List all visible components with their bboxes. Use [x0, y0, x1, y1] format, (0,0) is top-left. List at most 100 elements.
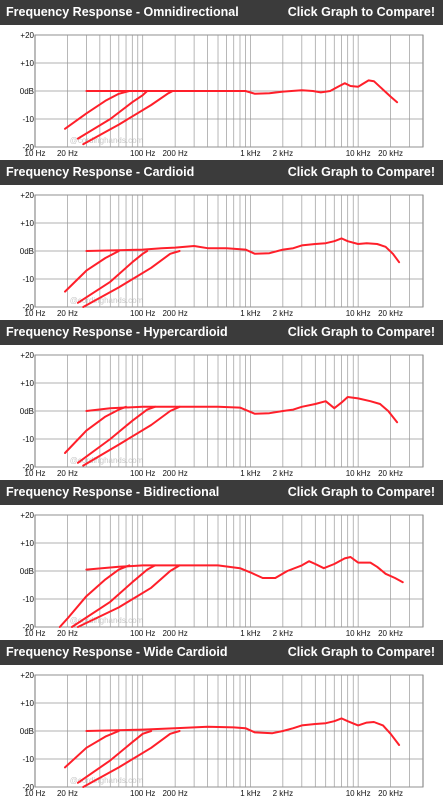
chart-header[interactable]: Frequency Response - Cardioid Click Graph… — [0, 160, 443, 185]
compare-link[interactable]: Click Graph to Compare! — [287, 645, 435, 659]
proximity-curve — [64, 730, 120, 769]
y-tick-label: +20 — [20, 511, 34, 520]
chart-panel[interactable]: Frequency Response - Cardioid Click Graph… — [0, 160, 443, 320]
y-tick-label: +10 — [20, 379, 34, 388]
proximity-curve — [82, 730, 181, 788]
x-tick-label: 2 kHz — [273, 149, 293, 158]
x-tick-label: 100 Hz — [130, 469, 155, 478]
x-tick-label: 10 Hz — [25, 309, 46, 318]
proximity-curve — [70, 564, 156, 628]
proximity-curve — [64, 405, 127, 454]
x-tick-label: 20 Hz — [57, 789, 78, 798]
x-tick-label: 10 kHz — [346, 309, 371, 318]
compare-link[interactable]: Click Graph to Compare! — [287, 165, 435, 179]
y-tick-label: -20 — [22, 303, 34, 312]
x-tick-label: 20 kHz — [378, 789, 403, 798]
proximity-curve — [82, 250, 181, 308]
y-tick-label: -20 — [22, 143, 34, 152]
x-tick-label: 100 Hz — [130, 149, 155, 158]
x-tick-label: 200 Hz — [162, 789, 187, 798]
proximity-curve — [76, 564, 181, 628]
y-tick-label: 0dB — [20, 87, 34, 96]
x-tick-label: 100 Hz — [130, 629, 155, 638]
y-tick-label: -10 — [22, 595, 34, 604]
x-tick-label: 1 kHz — [240, 629, 260, 638]
y-tick-label: -20 — [22, 463, 34, 472]
x-tick-label: 200 Hz — [162, 149, 187, 158]
y-tick-label: +10 — [20, 699, 34, 708]
proximity-curve — [76, 250, 149, 304]
y-tick-label: +10 — [20, 59, 34, 68]
x-tick-label: 200 Hz — [162, 469, 187, 478]
proximity-curve — [64, 90, 131, 130]
chart-header[interactable]: Frequency Response - Hypercardioid Click … — [0, 320, 443, 345]
y-tick-label: -20 — [22, 783, 34, 792]
compare-link[interactable]: Click Graph to Compare! — [287, 5, 435, 19]
x-tick-label: 10 kHz — [346, 149, 371, 158]
chart-panel[interactable]: Frequency Response - Hypercardioid Click … — [0, 320, 443, 480]
y-tick-label: 0dB — [20, 407, 34, 416]
y-tick-label: -20 — [22, 623, 34, 632]
proximity-curve — [82, 405, 181, 467]
proximity-curve — [64, 250, 120, 293]
x-tick-label: 1 kHz — [240, 789, 260, 798]
x-tick-label: 20 kHz — [378, 629, 403, 638]
chart-header[interactable]: Frequency Response - Omnidirectional Clic… — [0, 0, 443, 25]
chart-title: Frequency Response - Omnidirectional — [6, 5, 239, 19]
y-tick-label: +10 — [20, 539, 34, 548]
watermark: @cordinghands.com — [70, 456, 144, 465]
chart-title: Frequency Response - Bidirectional — [6, 485, 220, 499]
chart-panel[interactable]: Frequency Response - Omnidirectional Clic… — [0, 0, 443, 160]
y-tick-label: -10 — [22, 755, 34, 764]
x-tick-label: 1 kHz — [240, 469, 260, 478]
chart-header[interactable]: Frequency Response - Bidirectional Click … — [0, 480, 443, 505]
compare-link[interactable]: Click Graph to Compare! — [287, 325, 435, 339]
response-curve — [85, 717, 401, 746]
x-tick-label: 100 Hz — [130, 309, 155, 318]
y-tick-label: +10 — [20, 219, 34, 228]
x-tick-label: 200 Hz — [162, 629, 187, 638]
watermark: @cordinghands.com — [70, 136, 144, 145]
x-tick-label: 10 Hz — [25, 469, 46, 478]
response-curve — [85, 396, 399, 424]
compare-link[interactable]: Click Graph to Compare! — [287, 485, 435, 499]
y-tick-label: 0dB — [20, 247, 34, 256]
watermark: @cordinghands.com — [70, 296, 144, 305]
chart-panel[interactable]: Frequency Response - Wide Cardioid Click … — [0, 640, 443, 800]
x-tick-label: 10 Hz — [25, 629, 46, 638]
x-tick-label: 20 Hz — [57, 149, 78, 158]
x-tick-label: 10 Hz — [25, 789, 46, 798]
proximity-curve — [76, 405, 156, 464]
y-tick-label: +20 — [20, 31, 34, 40]
y-tick-label: 0dB — [20, 567, 34, 576]
watermark: @cordinghands.com — [70, 776, 144, 785]
x-tick-label: 10 kHz — [346, 629, 371, 638]
chart-title: Frequency Response - Cardioid — [6, 165, 195, 179]
x-tick-label: 10 Hz — [25, 149, 46, 158]
x-tick-label: 2 kHz — [273, 469, 293, 478]
x-tick-label: 2 kHz — [273, 789, 293, 798]
chart-header[interactable]: Frequency Response - Wide Cardioid Click … — [0, 640, 443, 665]
chart-panel[interactable]: Frequency Response - Bidirectional Click … — [0, 480, 443, 640]
x-tick-label: 20 kHz — [378, 309, 403, 318]
x-tick-label: 100 Hz — [130, 789, 155, 798]
y-tick-label: -10 — [22, 275, 34, 284]
chart-title: Frequency Response - Wide Cardioid — [6, 645, 228, 659]
x-tick-label: 20 Hz — [57, 469, 78, 478]
response-curve — [85, 556, 404, 584]
x-tick-label: 1 kHz — [240, 309, 260, 318]
y-tick-label: 0dB — [20, 727, 34, 736]
y-tick-label: +20 — [20, 191, 34, 200]
response-curve — [85, 237, 401, 264]
proximity-curve — [82, 90, 174, 146]
watermark: @cordinghands.com — [70, 616, 144, 625]
x-tick-label: 2 kHz — [273, 309, 293, 318]
x-tick-label: 1 kHz — [240, 149, 260, 158]
x-tick-label: 2 kHz — [273, 629, 293, 638]
x-tick-label: 200 Hz — [162, 309, 187, 318]
